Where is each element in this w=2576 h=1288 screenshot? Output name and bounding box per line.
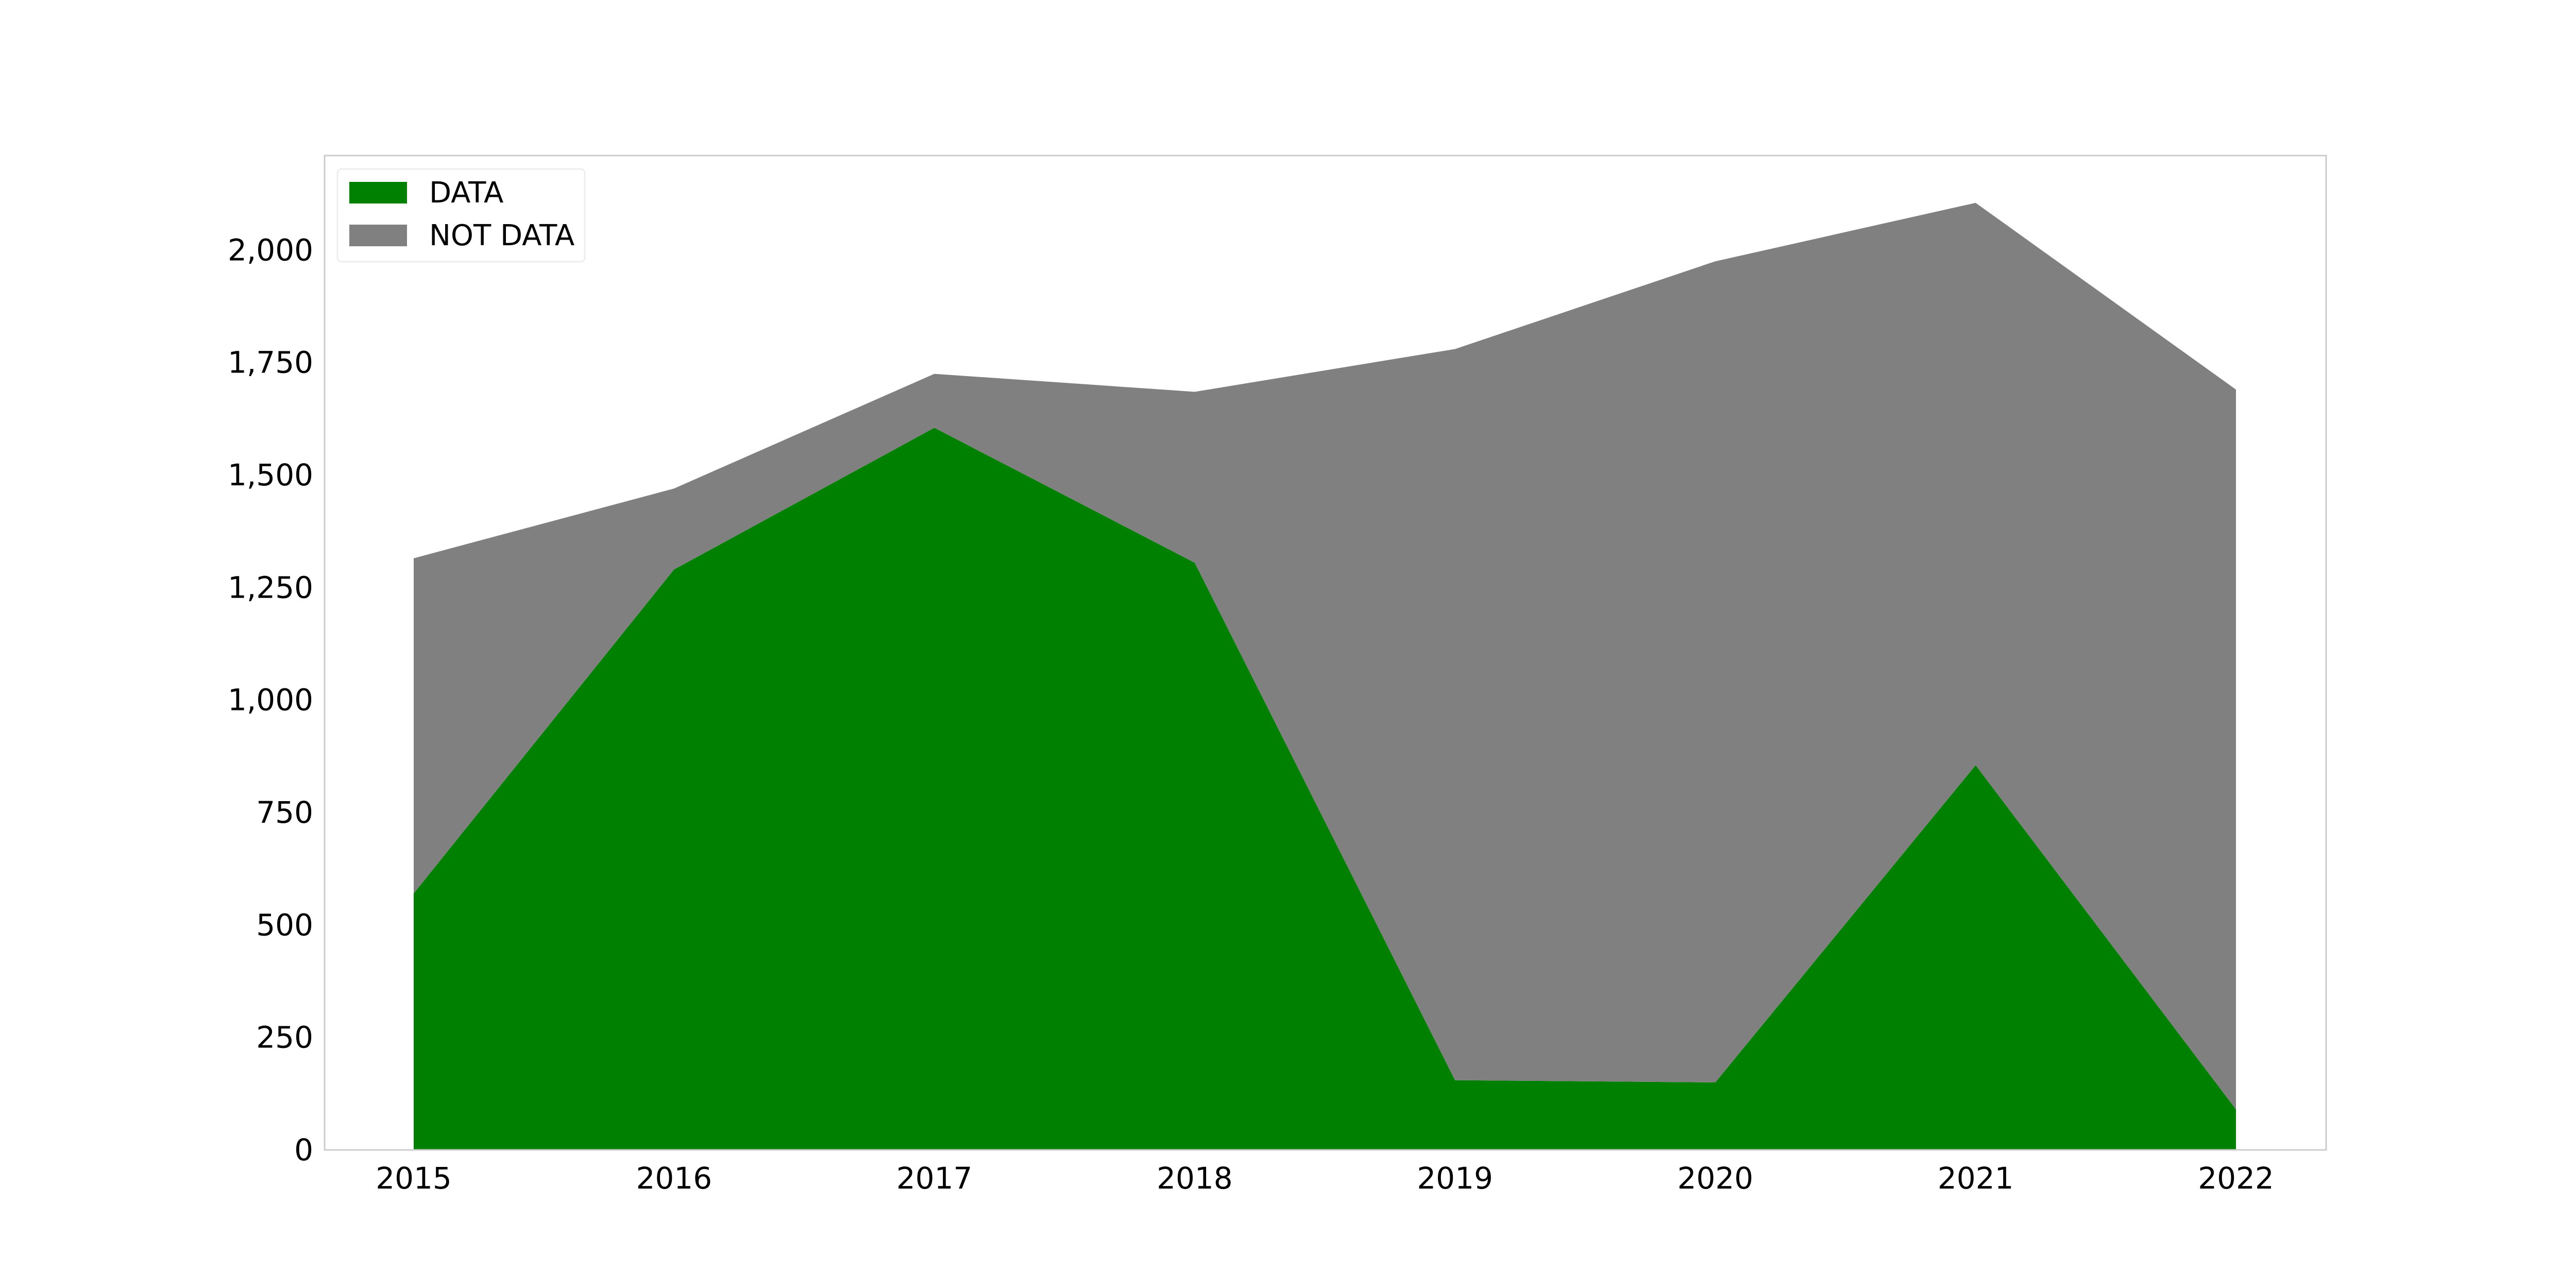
y-tick-label: 1,750 [228, 345, 313, 380]
legend-label-data: DATA [429, 176, 503, 210]
y-tick-label: 1,500 [228, 457, 313, 493]
series-areas [414, 202, 2236, 1150]
y-tick-label: 2,000 [228, 232, 313, 267]
x-axis-ticks: 2015 2016 2017 2018 2019 2020 2021 2022 [376, 1161, 2274, 1196]
x-tick-label: 2015 [376, 1161, 452, 1196]
x-tick-label: 2018 [1157, 1161, 1233, 1196]
area-series-not-data [414, 202, 2236, 1110]
x-tick-label: 2017 [896, 1161, 973, 1196]
y-tick-label: 500 [256, 907, 313, 942]
x-tick-label: 2022 [2198, 1161, 2274, 1196]
y-axis-ticks: 0 250 500 750 1,000 1,250 1,500 1,750 2,000 [228, 232, 313, 1167]
legend-label-not-data: NOT DATA [429, 219, 574, 252]
y-tick-label: 1,000 [228, 683, 313, 718]
plot-frame [324, 155, 2327, 1151]
x-tick-label: 2021 [1938, 1161, 2014, 1196]
x-tick-label: 2016 [636, 1161, 712, 1196]
y-tick-label: 1,250 [228, 570, 313, 605]
legend-swatch-not-data [349, 225, 407, 246]
legend: DATA NOT DATA [336, 168, 586, 263]
x-tick-label: 2020 [1677, 1161, 1754, 1196]
area-series-data [414, 428, 2236, 1150]
legend-swatch-data [349, 182, 407, 204]
y-tick-label: 750 [256, 795, 313, 830]
y-tick-label: 0 [294, 1132, 313, 1167]
x-tick-label: 2019 [1417, 1161, 1493, 1196]
y-tick-label: 250 [256, 1020, 313, 1055]
